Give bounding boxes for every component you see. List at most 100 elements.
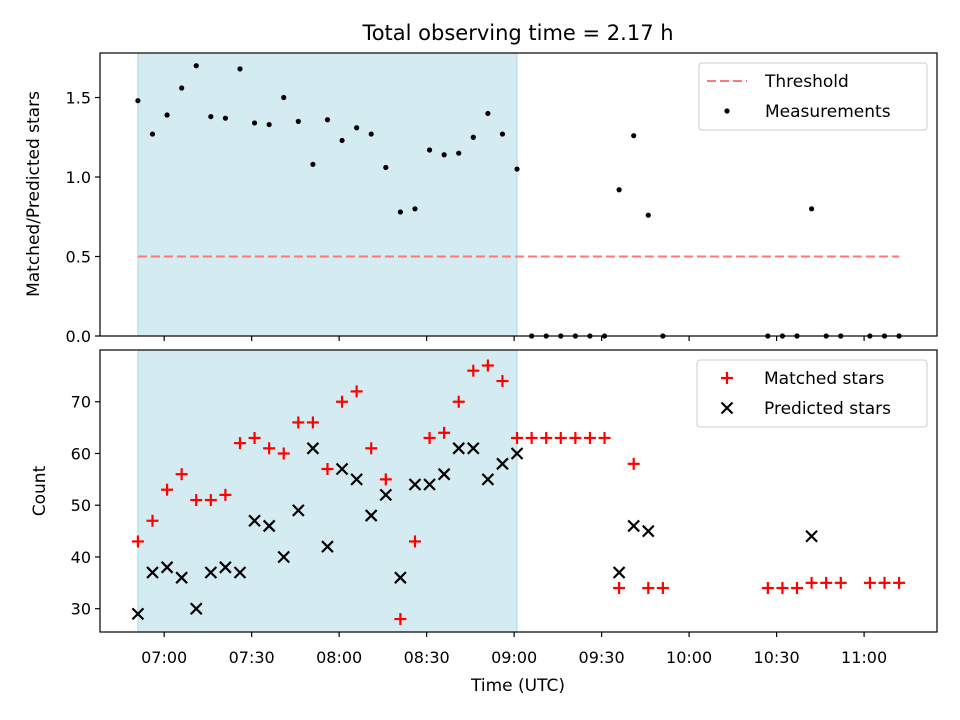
matched-stars-point bbox=[481, 359, 494, 372]
matched-stars-point bbox=[525, 431, 538, 444]
predicted-stars-point bbox=[612, 566, 626, 579]
matched-stars-point bbox=[394, 613, 407, 626]
matched-stars-point bbox=[511, 431, 524, 444]
predicted-stars-point bbox=[204, 566, 218, 579]
measurement-point bbox=[397, 209, 403, 215]
measurement-point bbox=[354, 125, 360, 131]
matched-stars-point bbox=[613, 582, 626, 595]
matched-stars-point bbox=[321, 463, 334, 476]
matched-stars-point bbox=[219, 488, 232, 501]
matched-stars-point bbox=[233, 437, 246, 450]
measurement-point bbox=[456, 150, 462, 156]
legend-predicted-label: Predicted stars bbox=[764, 399, 891, 419]
matched-stars-point bbox=[379, 473, 392, 486]
predicted-stars-point bbox=[496, 457, 509, 471]
predicted-stars-point bbox=[175, 571, 188, 584]
matched-stars-point bbox=[540, 431, 553, 444]
legend-measurements-label: Measurements bbox=[765, 102, 891, 122]
predicted-stars-point bbox=[379, 488, 393, 502]
legend-predicted-swatch bbox=[720, 401, 734, 415]
measurement-point bbox=[808, 206, 815, 212]
matched-stars-point bbox=[365, 442, 378, 455]
matched-stars-point bbox=[496, 375, 509, 388]
chart-title: Total observing time = 2.17 h bbox=[361, 21, 673, 45]
bottom-axes-frame bbox=[99, 349, 938, 633]
predicted-stars-point bbox=[481, 473, 495, 486]
measurement-point bbox=[135, 98, 141, 104]
matched-stars-point bbox=[423, 431, 436, 444]
measurement-point bbox=[368, 131, 374, 137]
bottom-legend: Matched stars Predicted stars bbox=[696, 359, 928, 428]
legend-matched-label: Matched stars bbox=[764, 369, 884, 389]
matched-stars-point bbox=[627, 457, 640, 470]
legend-threshold-label: Threshold bbox=[764, 72, 849, 92]
measurement-point bbox=[295, 118, 301, 124]
measurement-point bbox=[281, 94, 287, 101]
matched-stars-point bbox=[292, 416, 305, 429]
bottom-ytick-label: 70 bbox=[71, 393, 91, 412]
xtick-label: 10:30 bbox=[754, 648, 800, 667]
matched-stars-point bbox=[131, 535, 144, 548]
predicted-stars-point bbox=[364, 509, 378, 522]
predicted-stars-point bbox=[467, 442, 480, 455]
matched-stars-point bbox=[277, 447, 290, 460]
predicted-stars-point bbox=[277, 550, 291, 564]
legend-measurements-swatch bbox=[724, 108, 730, 114]
matched-stars-point bbox=[306, 416, 319, 429]
measurement-point bbox=[441, 152, 447, 158]
matched-stars-point bbox=[408, 535, 421, 548]
predicted-stars-point bbox=[219, 561, 232, 574]
matched-stars-point bbox=[791, 582, 804, 595]
legend-matched-swatch bbox=[721, 372, 733, 384]
bottom-shaded-region bbox=[137, 349, 518, 633]
predicted-stars-point bbox=[408, 478, 422, 491]
matched-stars-point bbox=[834, 576, 847, 589]
predicted-stars-point bbox=[642, 524, 655, 538]
matched-stars-point bbox=[175, 468, 188, 481]
matched-stars-point bbox=[350, 385, 363, 398]
matched-stars-point bbox=[761, 582, 774, 595]
measurement-point bbox=[470, 134, 476, 140]
predicted-stars-point bbox=[189, 602, 203, 615]
measurement-point bbox=[222, 115, 229, 121]
measurement-point bbox=[324, 117, 331, 123]
x-axis-label: Time (UTC) bbox=[470, 676, 565, 696]
measurement-point bbox=[149, 131, 156, 137]
top-ytick-label: 1.5 bbox=[66, 89, 91, 108]
bottom-legend-box bbox=[696, 359, 928, 428]
measurement-point bbox=[237, 66, 243, 72]
top-axes-frame bbox=[99, 52, 938, 337]
measurement-point bbox=[383, 164, 389, 171]
matched-stars-point bbox=[190, 494, 203, 507]
predicted-stars-point bbox=[160, 561, 174, 574]
measurement-point bbox=[616, 187, 622, 193]
predicted-stars-point bbox=[248, 514, 261, 528]
matched-stars-point bbox=[146, 514, 159, 527]
xtick-label: 09:00 bbox=[491, 648, 537, 667]
bottom-ytick-label: 30 bbox=[71, 600, 91, 619]
matched-stars-point bbox=[583, 431, 596, 444]
measurement-point bbox=[266, 121, 272, 128]
top-legend-box bbox=[698, 62, 928, 131]
bottom-y-axis-label: Count bbox=[30, 465, 50, 516]
predicted-stars-point bbox=[805, 529, 818, 543]
matched-stars-point bbox=[776, 582, 789, 595]
measurement-point bbox=[251, 120, 258, 126]
measurement-point bbox=[339, 137, 345, 144]
matched-stars-point bbox=[554, 431, 567, 444]
measurement-point bbox=[645, 212, 651, 218]
top-y-axis-label: Matched/Predicted stars bbox=[24, 91, 44, 297]
top-ytick-label: 1.0 bbox=[66, 168, 91, 187]
matched-stars-point bbox=[438, 426, 451, 439]
top-panel: 0.0 0.5 1.0 1.5 Matched/Predicted stars Thr… bbox=[24, 52, 938, 346]
matched-stars-point bbox=[598, 431, 611, 444]
predicted-stars-point bbox=[335, 462, 349, 476]
matched-stars-point bbox=[161, 483, 174, 496]
matched-stars-point bbox=[569, 431, 582, 444]
measurement-point bbox=[426, 147, 433, 153]
predicted-stars-point bbox=[262, 519, 276, 533]
matched-stars-point bbox=[878, 576, 891, 589]
matched-stars-point bbox=[467, 364, 480, 377]
predicted-stars-point bbox=[233, 566, 247, 579]
